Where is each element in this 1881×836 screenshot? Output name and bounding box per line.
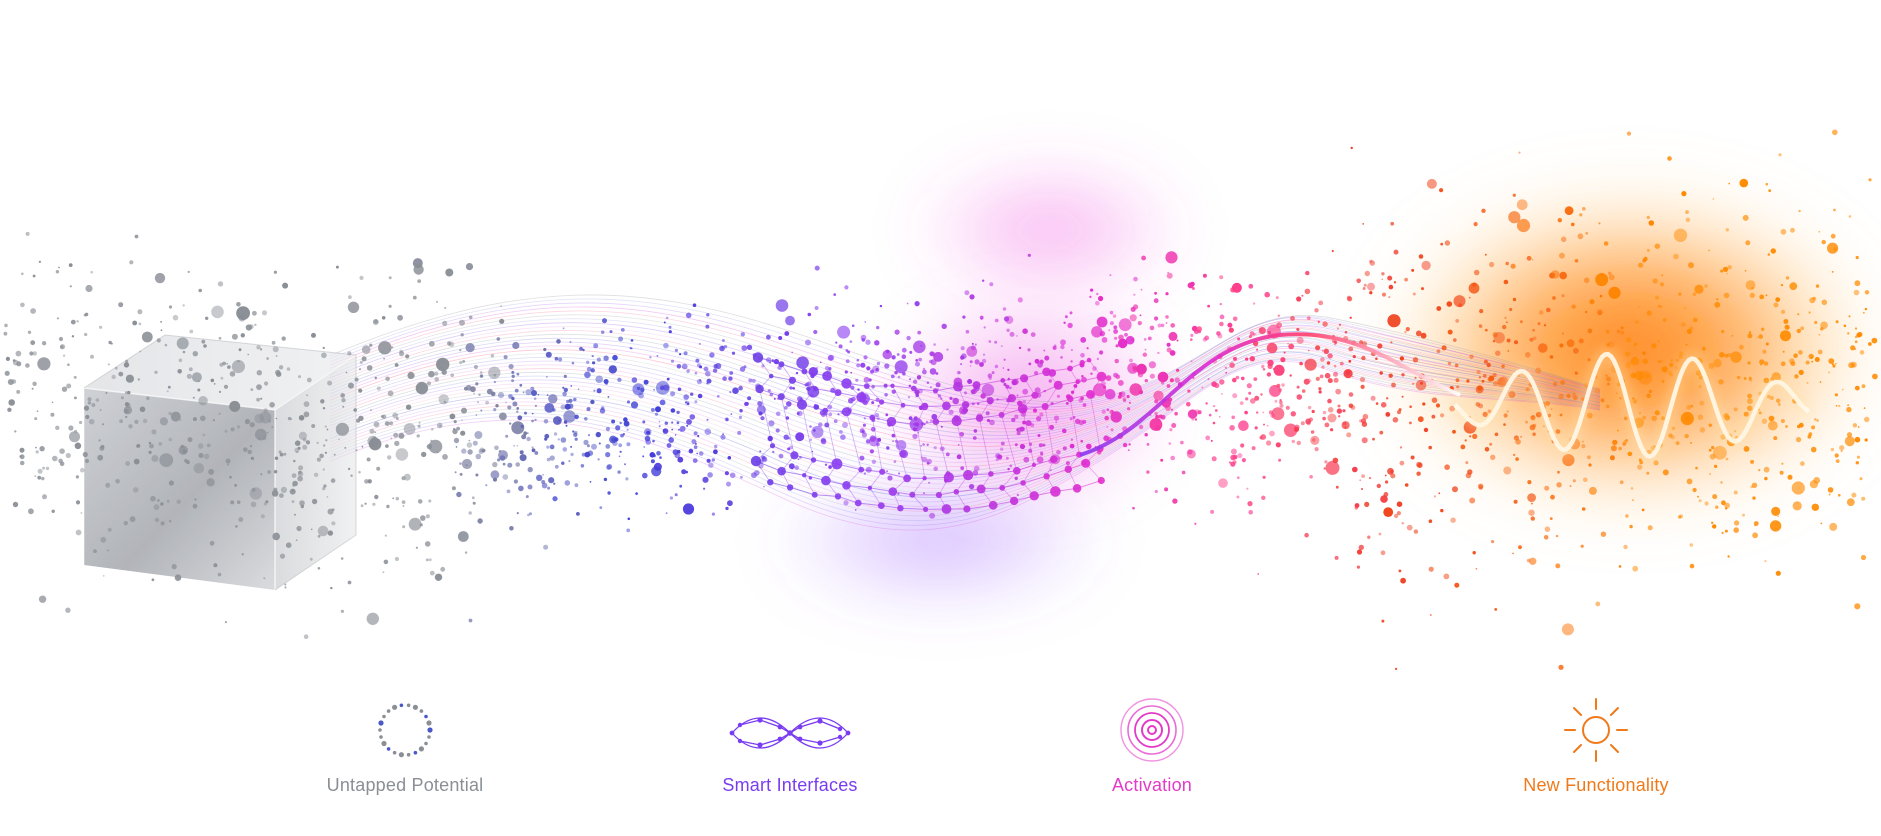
stage-activation: Activation (1032, 695, 1272, 796)
stage-new-functionality: New Functionality (1476, 695, 1716, 796)
network-mesh (750, 352, 1107, 514)
stage-label-activation: Activation (1111, 775, 1193, 795)
glass-cube (83, 334, 357, 591)
stage-smart-interfaces: Smart Interfaces (670, 695, 910, 796)
flow-lines (329, 294, 1601, 531)
stage-label-untapped-potential: Untapped Potential (326, 775, 484, 795)
energy-wave (1079, 332, 1813, 463)
background-glows (770, 160, 1881, 610)
network-wave-icon (729, 717, 851, 749)
sun-icon (1564, 698, 1628, 762)
dotted-circle-icon (378, 703, 433, 758)
stage-label-new-functionality: New Functionality (1523, 775, 1669, 795)
stage-label-smart-interfaces: Smart Interfaces (722, 775, 858, 795)
stage-untapped-potential: Untapped Potential (285, 695, 525, 796)
concentric-circles-icon (1120, 698, 1184, 762)
